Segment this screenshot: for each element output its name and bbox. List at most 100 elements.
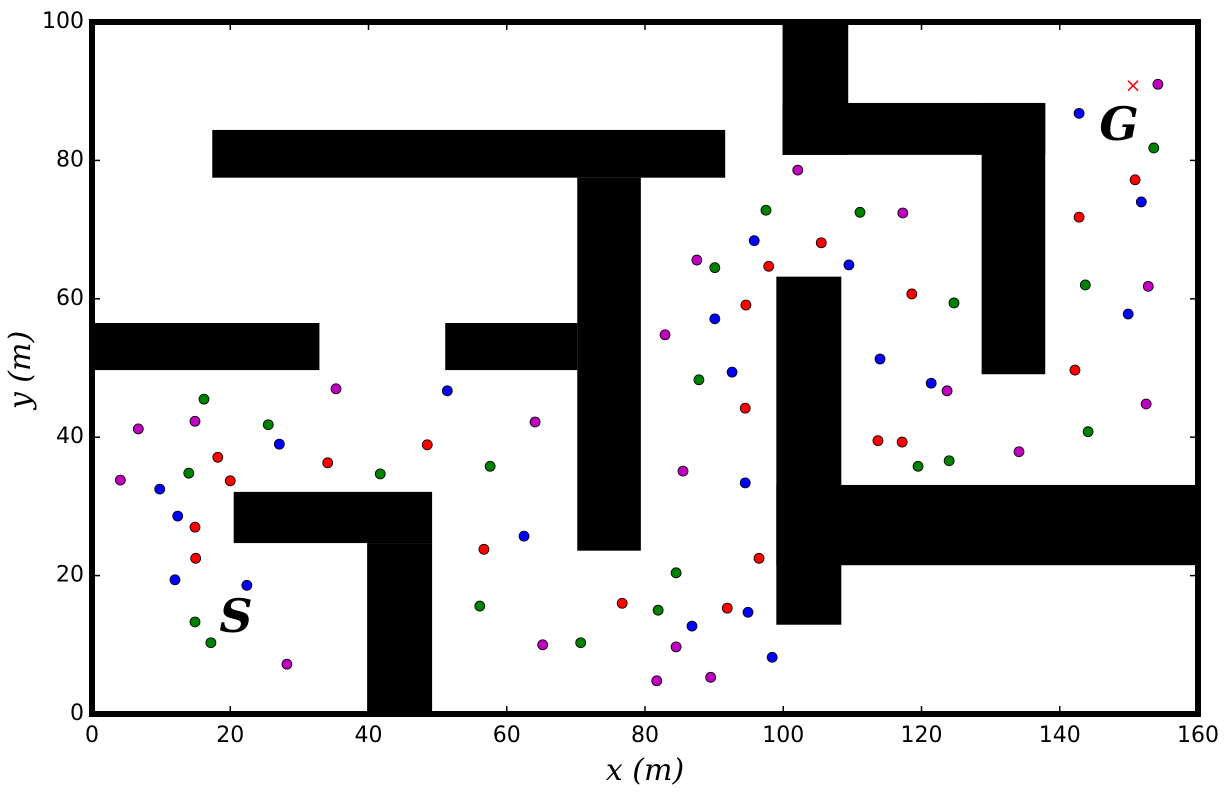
agent-point — [281, 658, 293, 670]
goal-label: G — [1099, 97, 1138, 151]
agent-point — [198, 393, 210, 405]
agent-point — [943, 455, 955, 467]
agent-point — [677, 465, 689, 477]
agent-point — [742, 606, 754, 618]
agent-point — [792, 164, 804, 176]
x-tick-label: 120 — [901, 723, 943, 748]
agent-point — [322, 457, 334, 469]
agent-point — [273, 438, 285, 450]
obstacle — [445, 323, 578, 371]
agent-point — [132, 423, 144, 435]
agent-point — [241, 579, 253, 591]
agent-point — [872, 435, 884, 447]
y-tick-label: 100 — [42, 9, 84, 34]
agent-point — [815, 237, 827, 249]
agent-point — [1069, 364, 1081, 376]
agent-point — [896, 436, 908, 448]
agent-point — [897, 207, 909, 219]
agent-point — [753, 552, 765, 564]
agent-point — [1082, 426, 1094, 438]
obstacle — [212, 129, 726, 178]
x-tick-label: 60 — [493, 723, 521, 748]
y-tick-label: 40 — [56, 424, 84, 449]
obstacle — [776, 484, 1198, 566]
agent-point — [721, 602, 733, 614]
agent-point — [1129, 174, 1141, 186]
agent-point — [1142, 280, 1154, 292]
agent-point — [763, 260, 775, 272]
agent-point — [478, 543, 490, 555]
agent-point — [670, 567, 682, 579]
agent-point — [709, 313, 721, 325]
x-axis-label: x (m) — [606, 753, 684, 788]
agent-point — [739, 402, 751, 414]
agent-point — [709, 262, 721, 274]
y-tick-label: 60 — [56, 286, 84, 311]
agent-point — [441, 385, 453, 397]
agent-point — [686, 620, 698, 632]
agent-point — [766, 651, 778, 663]
agent-point — [705, 671, 717, 683]
agent-point — [748, 235, 760, 247]
agent-point — [659, 329, 671, 341]
x-tick-label: 160 — [1177, 723, 1219, 748]
agent-point — [912, 460, 924, 472]
y-tick-label: 80 — [56, 147, 84, 172]
agent-point — [1152, 78, 1164, 90]
obstacle — [981, 102, 1046, 375]
agent-point — [224, 475, 236, 487]
agent-point — [1073, 211, 1085, 223]
agent-point — [205, 637, 217, 649]
agent-point — [374, 468, 386, 480]
agent-point — [537, 639, 549, 651]
agent-point — [421, 439, 433, 451]
agent-point — [575, 637, 587, 649]
y-axis-label: y (m) — [3, 331, 38, 411]
agent-point — [760, 204, 772, 216]
agent-point — [262, 419, 274, 431]
agent-point — [190, 552, 202, 564]
agent-point — [874, 353, 886, 365]
agent-point — [1013, 446, 1025, 458]
agent-point — [948, 297, 960, 309]
agent-point — [169, 574, 181, 586]
agent-point — [1135, 196, 1147, 208]
agent-point — [1122, 308, 1134, 320]
start-label: S — [219, 589, 252, 643]
agent-point — [189, 415, 201, 427]
x-tick-label: 20 — [216, 723, 244, 748]
plot-frame — [89, 19, 1201, 717]
agent-point — [843, 259, 855, 271]
agent-point — [114, 474, 126, 486]
agent-point — [518, 530, 530, 542]
goal-marker — [1127, 80, 1139, 92]
agent-point — [172, 510, 184, 522]
agent-point — [726, 366, 738, 378]
agent-point — [925, 377, 937, 389]
x-tick-label: 100 — [762, 723, 804, 748]
x-tick-label: 80 — [631, 723, 659, 748]
agent-point — [529, 416, 541, 428]
agent-point — [189, 521, 201, 533]
agent-point — [1140, 398, 1152, 410]
agent-point — [154, 483, 166, 495]
obstacle — [776, 276, 842, 625]
agent-point — [941, 385, 953, 397]
y-tick-label: 0 — [70, 701, 84, 726]
x-tick-label: 40 — [355, 723, 383, 748]
agent-point — [616, 597, 628, 609]
agent-point — [474, 600, 486, 612]
agent-point — [1079, 279, 1091, 291]
agent-point — [670, 641, 682, 653]
agent-point — [1073, 107, 1085, 119]
obstacle — [92, 323, 320, 371]
agent-point — [652, 604, 664, 616]
agent-point — [740, 299, 752, 311]
y-tick-label: 20 — [56, 563, 84, 588]
obstacle — [233, 491, 433, 544]
agent-point — [854, 206, 866, 218]
agent-point — [189, 616, 201, 628]
agent-point — [739, 477, 751, 489]
